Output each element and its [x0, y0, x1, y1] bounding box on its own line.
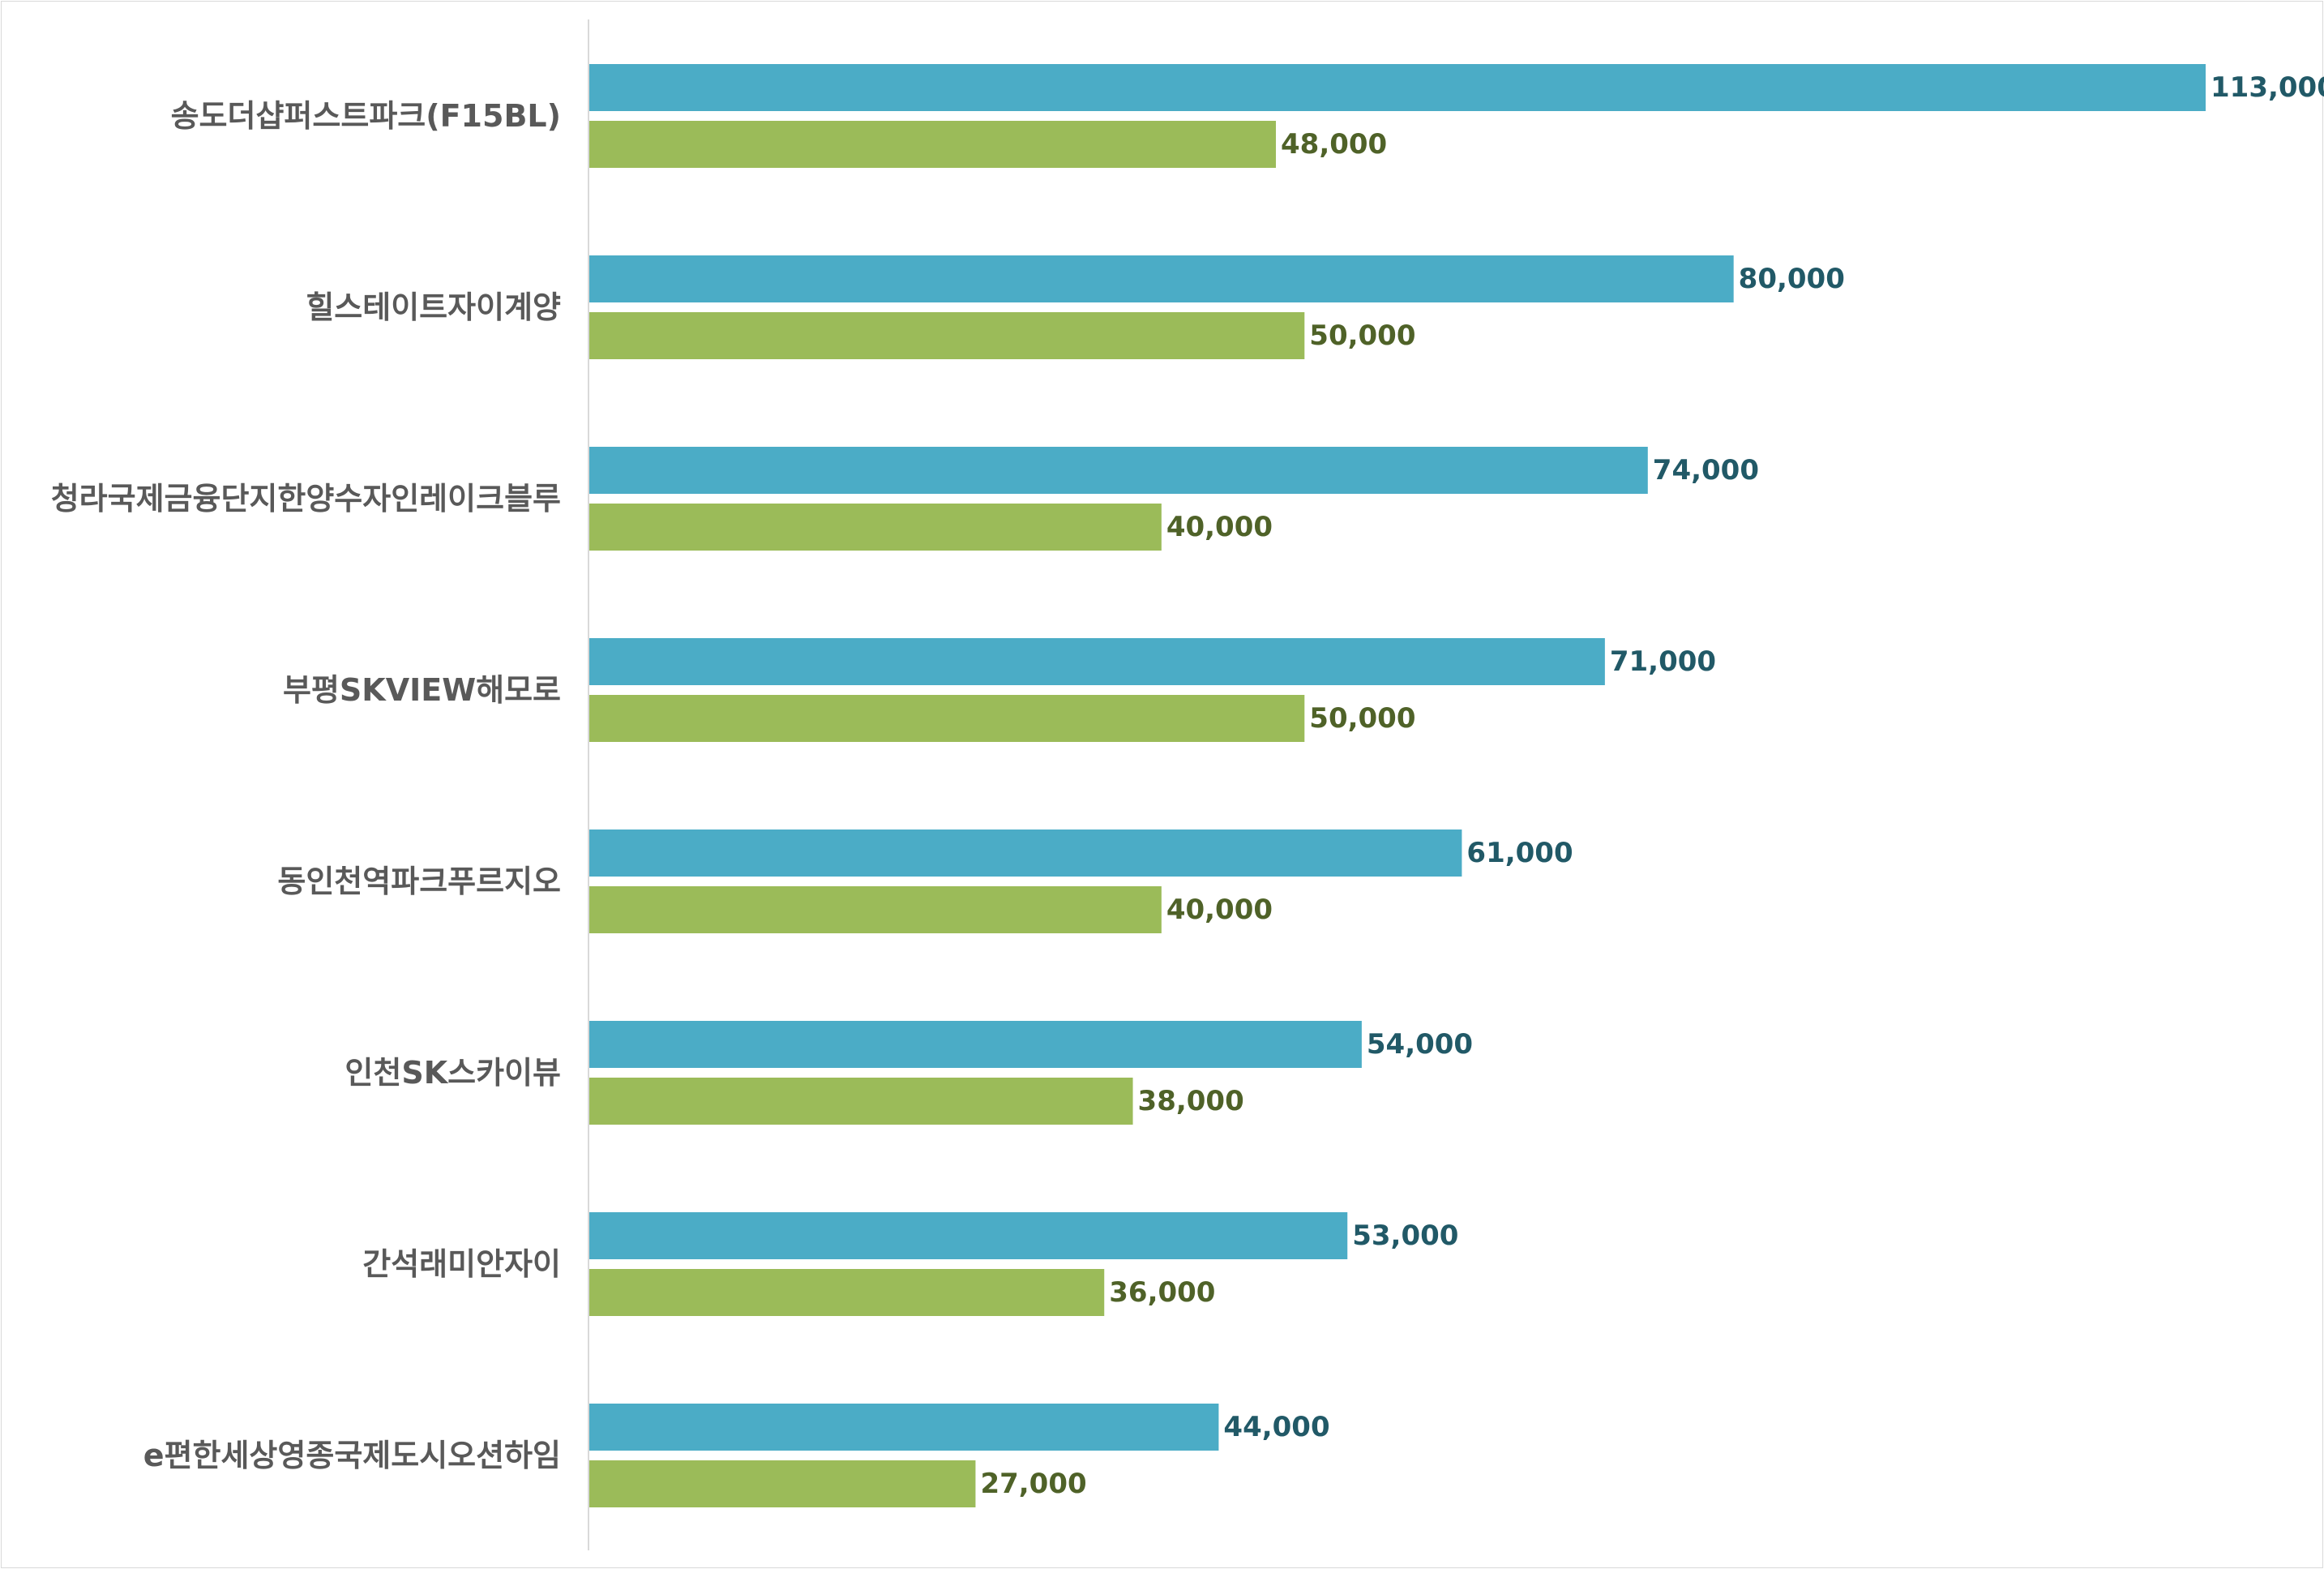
category-label: 부평SKVIEW해모로	[283, 672, 561, 708]
category-label: 송도더샵퍼스트파크(F15BL)	[171, 98, 561, 134]
data-label-series2: 50,000	[1309, 319, 1415, 352]
bar-series2	[589, 504, 1162, 551]
labels-layer: 송도더샵퍼스트파크(F15BL) 113,000 48,000 힐스테이트자이계양 80…	[51, 71, 2324, 1500]
bar-series2	[589, 695, 1305, 742]
bar-series1	[589, 1404, 1219, 1451]
bar-series1	[589, 1021, 1362, 1068]
data-label-series1: 44,000	[1223, 1411, 1329, 1443]
category-label: 간석래미안자이	[362, 1246, 561, 1282]
bar-series1	[589, 255, 1734, 302]
category-label: 인천SK스카이뷰	[345, 1055, 561, 1091]
category-label: 청라국제금융단지한양수자인레이크블루	[51, 481, 561, 517]
bar-series1	[589, 1212, 1348, 1259]
category-label: e편한세상영종국제도시오션하임	[143, 1438, 561, 1473]
data-label-series1: 54,000	[1367, 1028, 1473, 1061]
bar-series2	[589, 1269, 1105, 1316]
data-label-series1: 61,000	[1466, 837, 1573, 869]
bar-series1	[589, 830, 1462, 877]
bar-series2	[589, 1078, 1133, 1125]
bar-series1	[589, 64, 2206, 111]
bar-series2	[589, 121, 1277, 168]
bar-series2	[589, 312, 1305, 359]
bar-series2	[589, 886, 1162, 933]
data-label-series2: 38,000	[1138, 1085, 1244, 1117]
data-label-series2: 40,000	[1166, 894, 1273, 926]
bars-layer	[589, 64, 2206, 1507]
data-label-series1: 74,000	[1653, 454, 1759, 487]
category-label: 힐스테이트자이계양	[306, 289, 561, 325]
bar-series2	[589, 1460, 976, 1507]
bar-series1	[589, 447, 1648, 494]
data-label-series1: 113,000	[2211, 71, 2324, 104]
data-label-series1: 80,000	[1739, 263, 1845, 295]
data-label-series2: 48,000	[1281, 128, 1387, 161]
data-label-series2: 36,000	[1109, 1276, 1215, 1309]
category-label: 동인천역파크푸르지오	[277, 864, 561, 899]
bar-series1	[589, 638, 1605, 685]
data-label-series1: 71,000	[1610, 645, 1716, 678]
data-label-series2: 40,000	[1166, 511, 1273, 543]
data-label-series2: 27,000	[980, 1468, 1086, 1500]
data-label-series2: 50,000	[1309, 702, 1415, 735]
data-label-series1: 53,000	[1352, 1220, 1458, 1252]
